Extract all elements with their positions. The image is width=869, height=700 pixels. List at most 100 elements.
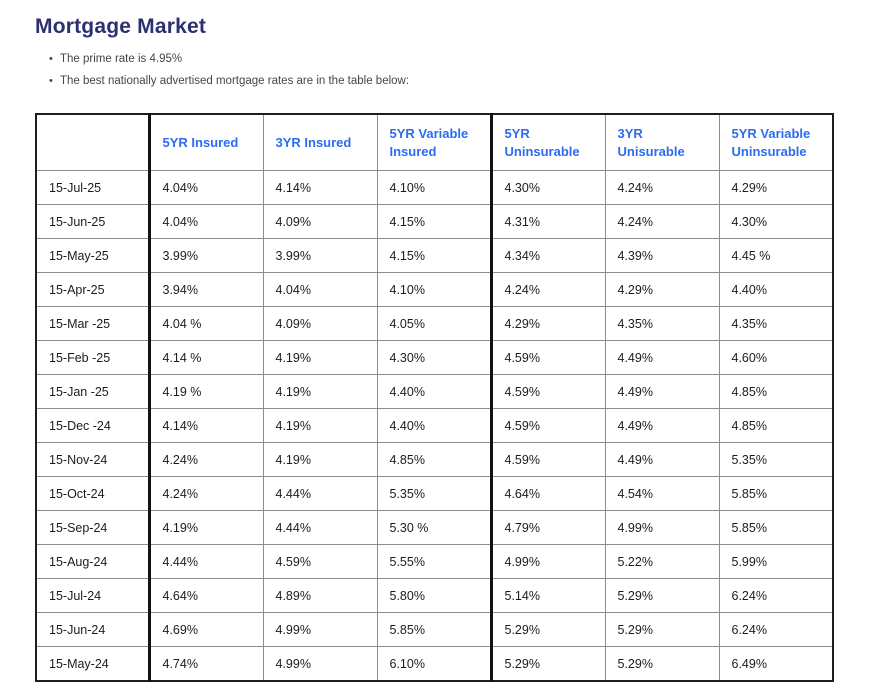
rate-cell: 4.59% [489,442,606,478]
rate-cell: 3.99% [147,238,264,274]
rate-cell: 5.35% [376,476,492,512]
rate-cell: 4.40% [718,272,834,308]
date-cell: 15-Jul-24 [35,578,150,614]
date-cell: 15-May-24 [35,646,150,682]
rate-cell: 4.59% [489,374,606,410]
rate-cell: 4.05% [376,306,492,342]
rate-cell: 5.80% [376,578,492,614]
rate-cell: 4.04% [262,272,378,308]
rate-cell: 4.19% [262,374,378,410]
rate-cell: 4.24% [147,442,264,478]
table-row: 15-Jun-25 4.04% 4.09% 4.15% 4.31% 4.24% 4.30% [35,204,834,240]
notes-list: The prime rate is 4.95% The best nationa… [49,52,869,89]
rate-cell: 4.44% [262,510,378,546]
rates-table-container: 5YR Insured 3YR Insured 5YR Variable Insur… [35,112,834,682]
rate-cell: 4.40% [376,374,492,410]
rate-cell: 4.49% [604,442,720,478]
table-row: 15-Jun-24 4.69% 4.99% 5.85% 5.29% 5.29% 6.24% [35,612,834,648]
table-row: 15-Nov-24 4.24% 4.19% 4.85% 4.59% 4.49% 5.35% [35,442,834,478]
rate-cell: 4.19 % [147,374,264,410]
date-cell: 15-Nov-24 [35,442,150,478]
column-header: 5YR Variable Insured [376,113,492,172]
rate-cell: 4.64% [489,476,606,512]
rate-cell: 4.34% [489,238,606,274]
rate-cell: 4.59% [489,340,606,376]
rate-cell: 4.40% [376,408,492,444]
date-cell: 15-Jun-25 [35,204,150,240]
rate-cell: 3.94% [147,272,264,308]
date-cell: 15-Aug-24 [35,544,150,580]
table-row: 15-Apr-25 3.94% 4.04% 4.10% 4.24% 4.29% 4.40% [35,272,834,308]
rate-cell: 4.85% [376,442,492,478]
rate-cell: 4.04% [147,204,264,240]
rate-cell: 4.15% [376,204,492,240]
rate-cell: 4.60% [718,340,834,376]
rate-cell: 5.29% [489,646,606,682]
rate-cell: 4.30% [718,204,834,240]
date-cell: 15-Jan -25 [35,374,150,410]
rate-cell: 5.29% [489,612,606,648]
rate-cell: 4.24% [604,170,720,206]
page-title: Mortgage Market [35,15,207,38]
rate-cell: 4.19% [262,408,378,444]
rate-cell: 5.85% [718,510,834,546]
rate-cell: 4.10% [376,272,492,308]
rate-cell: 4.44% [147,544,264,580]
rate-cell: 4.04 % [147,306,264,342]
date-cell: 15-Sep-24 [35,510,150,546]
rate-cell: 4.35% [718,306,834,342]
rate-cell: 4.29% [604,272,720,308]
rate-cell: 4.79% [489,510,606,546]
rate-cell: 4.99% [262,646,378,682]
note-rates-intro: The best nationally advertised mortgage … [49,74,869,89]
table-row: 15-Sep-24 4.19% 4.44% 5.30 % 4.79% 4.99% 5.85% [35,510,834,546]
rate-cell: 4.59% [262,544,378,580]
rate-cell: 4.04% [147,170,264,206]
rate-cell: 4.24% [489,272,606,308]
rate-cell: 4.99% [604,510,720,546]
rate-cell: 4.19% [262,442,378,478]
column-header: 5YR Variable Uninsurable [718,113,834,172]
rate-cell: 4.59% [489,408,606,444]
rate-cell: 4.14% [262,170,378,206]
corner-cell [35,113,150,172]
table-body: 15-Jul-25 4.04% 4.14% 4.10% 4.30% 4.24% 4.29% 1… [35,170,834,682]
rate-cell: 6.24% [718,578,834,614]
rate-cell: 4.99% [262,612,378,648]
column-header: 5YR Insured [147,113,264,172]
table-row: 15-Dec -24 4.14% 4.19% 4.40% 4.59% 4.49% 4.85% [35,408,834,444]
rate-cell: 5.30 % [376,510,492,546]
rate-cell: 4.69% [147,612,264,648]
rate-cell: 4.09% [262,204,378,240]
rate-cell: 4.30% [376,340,492,376]
date-cell: 15-Jul-25 [35,170,150,206]
date-cell: 15-Jun-24 [35,612,150,648]
rate-cell: 4.74% [147,646,264,682]
rate-cell: 4.49% [604,340,720,376]
table-row: 15-Jan -25 4.19 % 4.19% 4.40% 4.59% 4.49% 4.85… [35,374,834,410]
date-cell: 15-Mar -25 [35,306,150,342]
rate-cell: 4.49% [604,374,720,410]
rate-cell: 4.24% [147,476,264,512]
table-row: 15-Mar -25 4.04 % 4.09% 4.05% 4.29% 4.35% 4.35… [35,306,834,342]
rate-cell: 4.99% [489,544,606,580]
rate-cell: 4.64% [147,578,264,614]
rate-cell: 5.29% [604,646,720,682]
date-cell: 15-May-25 [35,238,150,274]
rate-cell: 4.89% [262,578,378,614]
rate-cell: 4.45 % [718,238,834,274]
date-cell: 15-Feb -25 [35,340,150,376]
rate-cell: 3.99% [262,238,378,274]
rate-cell: 4.54% [604,476,720,512]
rate-cell: 5.22% [604,544,720,580]
rate-cell: 4.85% [718,408,834,444]
table-header: 5YR Insured 3YR Insured 5YR Variable Insur… [35,113,834,172]
rate-cell: 4.85% [718,374,834,410]
rate-cell: 5.35% [718,442,834,478]
table-row: 15-May-25 3.99% 3.99% 4.15% 4.34% 4.39% 4.45 % [35,238,834,274]
column-header: 5YR Uninsurable [489,113,606,172]
rate-cell: 5.85% [376,612,492,648]
table-row: 15-Oct-24 4.24% 4.44% 5.35% 4.64% 4.54% 5.85% [35,476,834,512]
date-cell: 15-Apr-25 [35,272,150,308]
